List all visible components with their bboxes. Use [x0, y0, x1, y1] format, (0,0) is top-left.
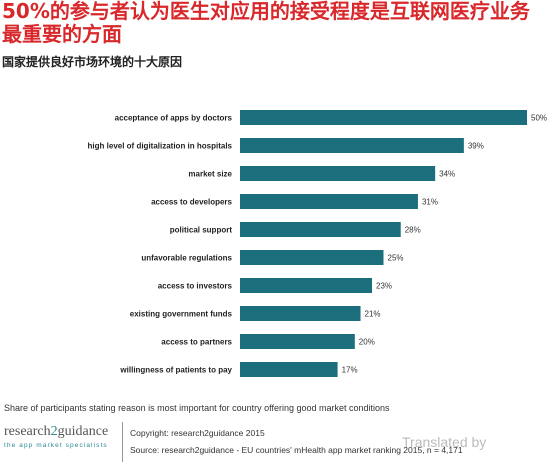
bar-6: [240, 250, 384, 265]
value-label-4: 31%: [422, 198, 438, 207]
brand-logo: research2guidance the app market special…: [4, 424, 120, 449]
slide-subtitle: 国家提供良好市场环境的十大原因: [2, 55, 183, 69]
bar-4: [240, 194, 418, 209]
value-label-6: 25%: [388, 254, 404, 263]
category-label-8: existing government funds: [130, 310, 233, 319]
bar-2: [240, 138, 464, 153]
bar-8: [240, 306, 361, 321]
value-label-8: 21%: [365, 310, 381, 319]
logo-tagline: the app market specialists: [4, 442, 108, 449]
category-label-7: access to investors: [158, 282, 233, 291]
category-label-1: acceptance of apps by doctors: [115, 114, 233, 123]
bar-10: [240, 362, 338, 377]
value-label-1: 50%: [531, 114, 547, 123]
category-label-10: willingness of patients to pay: [119, 366, 232, 375]
value-label-9: 20%: [359, 338, 375, 347]
category-label-6: unfavorable regulations: [141, 254, 232, 263]
category-label-3: market size: [188, 170, 232, 179]
value-label-7: 23%: [376, 282, 392, 291]
bar-9: [240, 334, 355, 349]
logo-part-research: research: [4, 424, 51, 439]
category-label-4: access to developers: [151, 198, 232, 207]
horizontal-bar-chart: acceptance of apps by doctors 50% high lev…: [88, 110, 547, 377]
bar-5: [240, 222, 401, 237]
title-line-2: 最重要的方面: [2, 23, 122, 46]
value-label-5: 28%: [405, 226, 421, 235]
category-label-9: access to partners: [161, 338, 232, 347]
logo-part-guidance: guidance: [57, 424, 109, 439]
slide-title: 50%的参与者认为医生对应用的接受程度是互联网医疗业务 最重要的方面: [2, 0, 558, 46]
chart-footnote: Share of participants stating reason is …: [4, 403, 390, 413]
bar-7: [240, 278, 373, 293]
value-label-10: 17%: [342, 366, 358, 375]
bar-1: [240, 110, 527, 125]
copyright-text: Copyright: research2guidance 2015: [130, 428, 265, 438]
title-line-1: 50%的参与者认为医生对应用的接受程度是互联网医疗业务: [2, 0, 530, 23]
category-label-5: political support: [170, 226, 233, 235]
bar-3: [240, 166, 436, 181]
logo-part-2: 2: [50, 424, 58, 439]
category-label-2: high level of digitalization in hospital…: [88, 142, 233, 151]
translated-by-watermark: Translated by: [402, 434, 487, 450]
source-text: Source: research2guidance - EU countries…: [130, 445, 463, 455]
value-label-3: 34%: [439, 170, 455, 179]
footer-divider: [122, 422, 123, 462]
value-label-2: 39%: [468, 142, 484, 151]
logo-wordmark: research2guidance: [4, 424, 120, 440]
